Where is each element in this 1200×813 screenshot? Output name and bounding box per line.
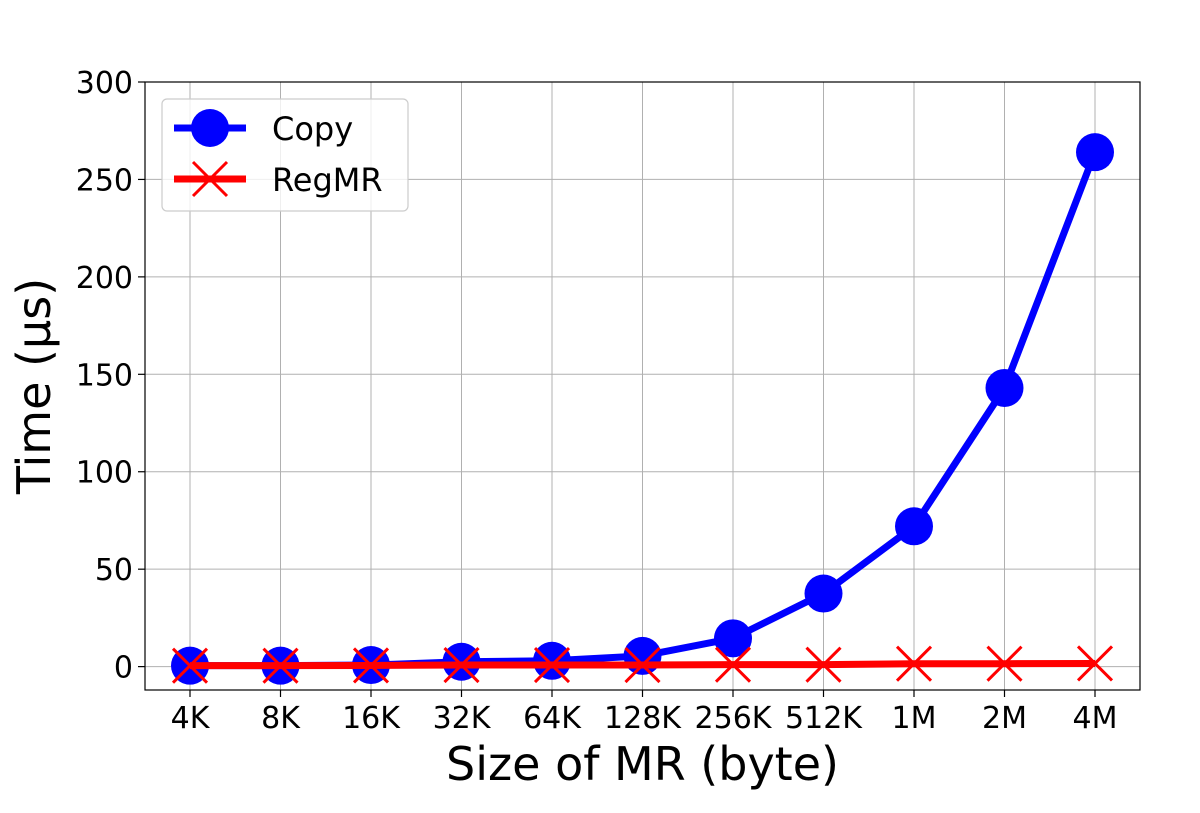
data-point-x-stroke	[443, 646, 480, 684]
series-regmr	[171, 645, 1114, 684]
x-tick-label: 8K	[261, 701, 301, 736]
x-tick-label: 512K	[785, 701, 863, 736]
y-tick-label: 0	[114, 651, 133, 686]
y-axis-ticks: 0 50 100 150 200 250 300	[76, 66, 145, 686]
data-point-x	[714, 646, 752, 683]
data-point-x-stroke	[624, 646, 661, 684]
legend-item-regmr: RegMR	[174, 160, 383, 199]
data-point-x	[262, 647, 299, 684]
data-point-x-stroke	[895, 645, 933, 682]
data-point-x	[443, 646, 480, 684]
data-point-x-stroke	[1076, 645, 1114, 682]
legend-item-copy: Copy	[174, 109, 353, 148]
data-point-x-stroke	[262, 647, 299, 684]
x-axis-ticks: 4K 8K 16K 32K 64K 128K 256K 512K 1M 2M 4M	[171, 690, 1118, 736]
legend-marker-x	[191, 160, 229, 198]
data-point-x	[805, 646, 842, 683]
x-tick-label: 1M	[892, 701, 937, 736]
data-point-x	[986, 645, 1023, 682]
x-tick-label: 16K	[342, 701, 401, 736]
y-tick-label: 100	[76, 456, 133, 491]
x-tick-label: 32K	[433, 701, 492, 736]
data-point-x	[533, 646, 571, 684]
data-point-x	[895, 645, 933, 682]
data-point-circle	[714, 619, 752, 658]
data-point-circle	[985, 368, 1024, 407]
data-point-x-stroke	[805, 646, 842, 683]
legend-marker-circle	[191, 109, 229, 147]
data-point-circle	[804, 574, 843, 613]
legend-label: Copy	[272, 110, 353, 148]
y-axis-label: Time (μs)	[7, 278, 61, 495]
data-point-x	[1076, 645, 1114, 682]
data-point-circle	[895, 507, 933, 546]
y-tick-label: 250	[76, 163, 133, 198]
data-point-x	[352, 647, 390, 684]
series-layer	[171, 133, 1114, 685]
legend-label: RegMR	[272, 161, 383, 199]
data-point-x-stroke	[352, 647, 390, 684]
x-tick-label: 4M	[1073, 701, 1118, 736]
y-tick-label: 50	[95, 553, 133, 588]
x-tick-label: 256K	[695, 701, 773, 736]
data-point-x	[171, 647, 209, 684]
x-tick-label: 64K	[523, 701, 582, 736]
data-point-x-stroke	[986, 645, 1023, 682]
data-point-x-stroke	[171, 647, 209, 684]
data-point-circle	[623, 636, 662, 675]
x-axis-label: Size of MR (byte)	[446, 737, 839, 791]
data-point-x-stroke	[533, 646, 571, 684]
legend-marker-x-stroke	[191, 160, 229, 198]
legend: Copy RegMR	[161, 98, 409, 212]
y-tick-label: 300	[76, 66, 133, 101]
data-point-circle	[1076, 133, 1114, 172]
data-point-x	[624, 646, 661, 684]
y-tick-label: 150	[76, 358, 133, 393]
data-point-x-stroke	[714, 646, 752, 683]
data-point-circle	[533, 641, 571, 680]
x-tick-label: 4K	[171, 701, 211, 736]
y-tick-label: 200	[76, 261, 133, 296]
x-tick-label: 2M	[982, 701, 1027, 736]
x-tick-label: 128K	[604, 701, 682, 736]
